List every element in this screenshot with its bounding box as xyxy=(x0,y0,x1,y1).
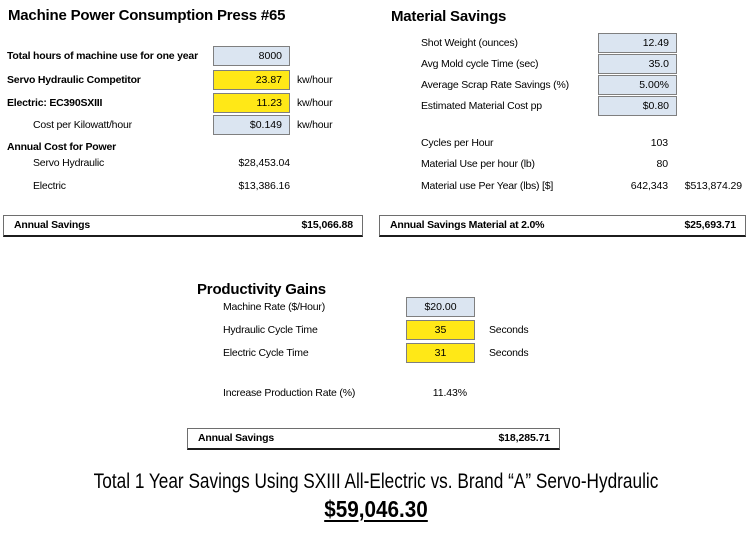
savings-value: $15,066.88 xyxy=(301,219,353,231)
row-label: Electric xyxy=(33,180,66,192)
unit-label: kw/hour xyxy=(297,74,333,86)
row-label: Shot Weight (ounces) xyxy=(421,37,518,49)
material-cost-cell[interactable]: $0.80 xyxy=(598,96,677,116)
power-annual-savings-box: Annual Savings $15,066.88 xyxy=(3,215,363,237)
mold-cycle-time-cell[interactable]: 35.0 xyxy=(598,54,677,74)
row-label: Servo Hydraulic xyxy=(33,157,105,169)
row-label: Average Scrap Rate Savings (%) xyxy=(421,79,569,91)
table-row: Total hours of machine use for one year … xyxy=(0,46,752,66)
electric-annual-cost: $13,386.16 xyxy=(238,180,290,192)
unit-label: kw/hour xyxy=(297,119,333,131)
scrap-rate-cell[interactable]: 5.00% xyxy=(598,75,677,95)
table-row: Cost per Kilowatt/hour $0.149 kw/hour xyxy=(0,115,752,135)
shot-weight-cell[interactable]: 12.49 xyxy=(598,33,677,53)
table-row: Cycles per Hour 103 xyxy=(0,133,752,153)
row-label: Avg Mold cycle Time (sec) xyxy=(421,58,539,70)
table-row: Annual Cost for Power xyxy=(0,137,752,157)
cycles-per-hour-value: 103 xyxy=(650,137,668,149)
material-per-hour-value: 80 xyxy=(656,158,669,170)
machine-rate-cell[interactable]: $20.00 xyxy=(406,297,475,317)
table-row: Electric: EC390SXIII 11.23 kw/hour xyxy=(0,93,752,113)
total-savings-amount-line: $59,046.30 xyxy=(38,496,715,523)
power-section-title: Machine Power Consumption Press #65 xyxy=(8,7,286,24)
productivity-section-title: Productivity Gains xyxy=(197,281,326,298)
row-label: Cycles per Hour xyxy=(421,137,494,149)
savings-label: Annual Savings Material at 2.0% xyxy=(390,219,545,231)
row-label: Estimated Material Cost pp xyxy=(421,100,542,112)
row-label: Total hours of machine use for one year xyxy=(7,50,198,62)
table-row: Estimated Material Cost pp $0.80 xyxy=(0,96,752,116)
table-row: Machine Rate ($/Hour) $20.00 xyxy=(0,297,752,317)
material-per-year-lbs-value: 642,343 xyxy=(630,180,668,192)
row-label: Machine Rate ($/Hour) xyxy=(223,301,326,313)
cost-per-kw-cell[interactable]: $0.149 xyxy=(213,115,290,135)
row-label: Hydraulic Cycle Time xyxy=(223,324,318,336)
row-label: Material Use per hour (lb) xyxy=(421,158,535,170)
table-row: Electric Cycle Time 31 Seconds xyxy=(0,343,752,363)
table-row: Avg Mold cycle Time (sec) 35.0 xyxy=(0,54,752,74)
total-savings-amount: $59,046.30 xyxy=(324,496,428,522)
electric-kw-cell[interactable]: 11.23 xyxy=(213,93,290,113)
row-label: Servo Hydraulic Competitor xyxy=(7,74,141,86)
unit-label: kw/hour xyxy=(297,97,333,109)
row-label: Electric Cycle Time xyxy=(223,347,309,359)
savings-label: Annual Savings xyxy=(198,432,274,444)
annual-cost-header: Annual Cost for Power xyxy=(7,141,116,153)
savings-value: $18,285.71 xyxy=(498,432,550,444)
table-row: Average Scrap Rate Savings (%) 5.00% xyxy=(0,75,752,95)
savings-label: Annual Savings xyxy=(14,219,90,231)
hydraulic-cycle-time-cell[interactable]: 35 xyxy=(406,320,475,340)
hours-per-year-cell[interactable]: 8000 xyxy=(213,46,290,66)
total-savings-caption: Total 1 Year Savings Using SXIII All-Ele… xyxy=(93,470,659,493)
material-section-title: Material Savings xyxy=(391,8,507,25)
servo-kw-cell[interactable]: 23.87 xyxy=(213,70,290,90)
row-label: Material use Per Year (lbs) [$] xyxy=(421,180,554,192)
table-row: Electric $13,386.16 xyxy=(0,176,752,196)
servo-annual-cost: $28,453.04 xyxy=(238,157,290,169)
table-row: Material Use per hour (lb) 80 xyxy=(0,154,752,174)
material-per-year-dollars-value: $513,874.29 xyxy=(684,180,742,192)
table-row: Hydraulic Cycle Time 35 Seconds xyxy=(0,320,752,340)
increase-production-rate-value: 11.43% xyxy=(432,387,467,399)
unit-label: Seconds xyxy=(489,324,529,336)
unit-label: Seconds xyxy=(489,347,529,359)
table-row: Increase Production Rate (%) 11.43% xyxy=(0,385,752,401)
table-row: Material use Per Year (lbs) [$] 642,343 … xyxy=(0,176,752,196)
table-row: Shot Weight (ounces) 12.49 xyxy=(0,33,752,53)
electric-cycle-time-cell[interactable]: 31 xyxy=(406,343,475,363)
table-row: Servo Hydraulic Competitor 23.87 kw/hour xyxy=(0,70,752,90)
row-label: Electric: EC390SXIII xyxy=(7,97,103,109)
material-annual-savings-box: Annual Savings Material at 2.0% $25,693.… xyxy=(379,215,746,237)
savings-value: $25,693.71 xyxy=(684,219,736,231)
row-label: Increase Production Rate (%) xyxy=(223,387,356,399)
row-label: Cost per Kilowatt/hour xyxy=(33,119,132,131)
table-row: Servo Hydraulic $28,453.04 xyxy=(0,153,752,173)
productivity-annual-savings-box: Annual Savings $18,285.71 xyxy=(187,428,560,450)
